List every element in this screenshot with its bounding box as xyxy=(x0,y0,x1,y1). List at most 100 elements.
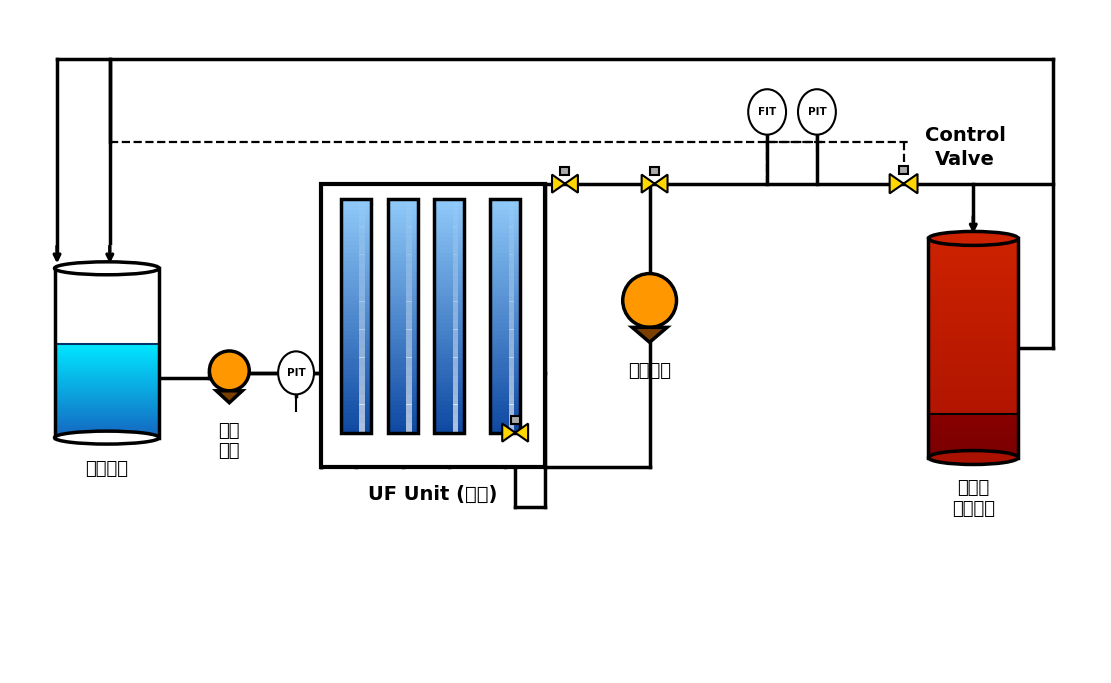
Bar xyxy=(341,268,371,273)
Bar xyxy=(54,406,159,408)
Bar xyxy=(341,218,371,222)
Bar xyxy=(54,436,159,438)
Bar xyxy=(434,346,464,350)
Bar xyxy=(388,409,418,413)
Bar xyxy=(509,367,514,376)
Bar xyxy=(453,264,459,273)
Bar xyxy=(434,234,464,238)
Bar xyxy=(490,206,520,210)
Bar xyxy=(453,376,459,386)
Bar xyxy=(388,257,418,261)
Text: PIT: PIT xyxy=(808,107,827,117)
Bar xyxy=(453,320,459,330)
Bar xyxy=(388,214,418,218)
Bar xyxy=(54,371,159,372)
Bar xyxy=(388,370,418,374)
Bar xyxy=(929,423,1018,425)
Bar xyxy=(407,320,411,330)
Bar xyxy=(341,264,371,269)
Bar xyxy=(54,394,159,395)
Text: FIT: FIT xyxy=(758,107,777,117)
Bar xyxy=(341,261,371,265)
Bar xyxy=(434,343,464,347)
Bar xyxy=(434,319,464,324)
Bar xyxy=(341,206,371,210)
Bar xyxy=(407,339,411,348)
Bar xyxy=(929,422,1018,423)
Bar xyxy=(359,404,364,414)
Bar xyxy=(321,184,546,467)
Text: PIT: PIT xyxy=(287,368,306,378)
Bar xyxy=(341,307,371,311)
Bar xyxy=(359,376,364,386)
Bar xyxy=(407,357,411,367)
Bar xyxy=(54,428,159,430)
Bar xyxy=(434,370,464,374)
Bar xyxy=(388,206,418,210)
Bar xyxy=(509,264,514,273)
Bar xyxy=(434,241,464,245)
Bar xyxy=(453,273,459,283)
Bar xyxy=(453,329,459,339)
Polygon shape xyxy=(903,174,918,193)
Bar xyxy=(929,351,1018,355)
Bar xyxy=(54,425,159,427)
Bar xyxy=(929,301,1018,304)
Bar xyxy=(490,428,520,432)
Bar xyxy=(54,434,159,436)
Bar xyxy=(929,415,1018,416)
Bar xyxy=(509,348,514,358)
Bar xyxy=(929,435,1018,436)
Bar xyxy=(341,393,371,398)
Bar xyxy=(929,311,1018,315)
Bar xyxy=(434,316,464,320)
Bar xyxy=(341,253,371,257)
Bar xyxy=(490,362,520,366)
Bar xyxy=(434,296,464,300)
Bar xyxy=(54,388,159,389)
Bar xyxy=(453,423,459,432)
Bar xyxy=(490,374,520,378)
Bar xyxy=(509,404,514,414)
Bar xyxy=(341,319,371,324)
Text: Control
Valve: Control Valve xyxy=(924,126,1005,169)
Bar xyxy=(341,280,371,284)
Bar xyxy=(453,404,459,414)
Bar xyxy=(929,444,1018,445)
Bar xyxy=(341,370,371,374)
Bar xyxy=(388,284,418,288)
Bar xyxy=(929,333,1018,337)
Bar xyxy=(388,292,418,296)
Bar xyxy=(490,261,520,265)
Bar xyxy=(434,389,464,393)
Bar xyxy=(54,360,159,361)
Bar xyxy=(434,350,464,354)
Bar xyxy=(54,280,159,344)
Bar xyxy=(511,417,520,423)
Bar xyxy=(434,292,464,296)
Bar xyxy=(929,362,1018,366)
Bar xyxy=(359,292,364,302)
Bar xyxy=(490,214,520,218)
Bar xyxy=(509,208,514,217)
Bar xyxy=(490,273,520,277)
Bar xyxy=(453,348,459,358)
Bar xyxy=(453,255,459,264)
Bar xyxy=(54,398,159,400)
Bar xyxy=(929,344,1018,348)
Bar xyxy=(560,167,570,175)
Bar xyxy=(929,373,1018,377)
Bar xyxy=(388,343,418,347)
Bar xyxy=(929,238,1018,242)
Bar xyxy=(54,392,159,394)
Bar xyxy=(54,372,159,374)
Bar xyxy=(388,307,418,311)
Bar xyxy=(341,300,371,304)
Bar xyxy=(54,378,159,380)
Bar xyxy=(434,249,464,253)
Polygon shape xyxy=(642,175,654,193)
Bar xyxy=(341,409,371,413)
Bar xyxy=(407,292,411,302)
Bar xyxy=(434,385,464,390)
Bar xyxy=(54,363,159,365)
